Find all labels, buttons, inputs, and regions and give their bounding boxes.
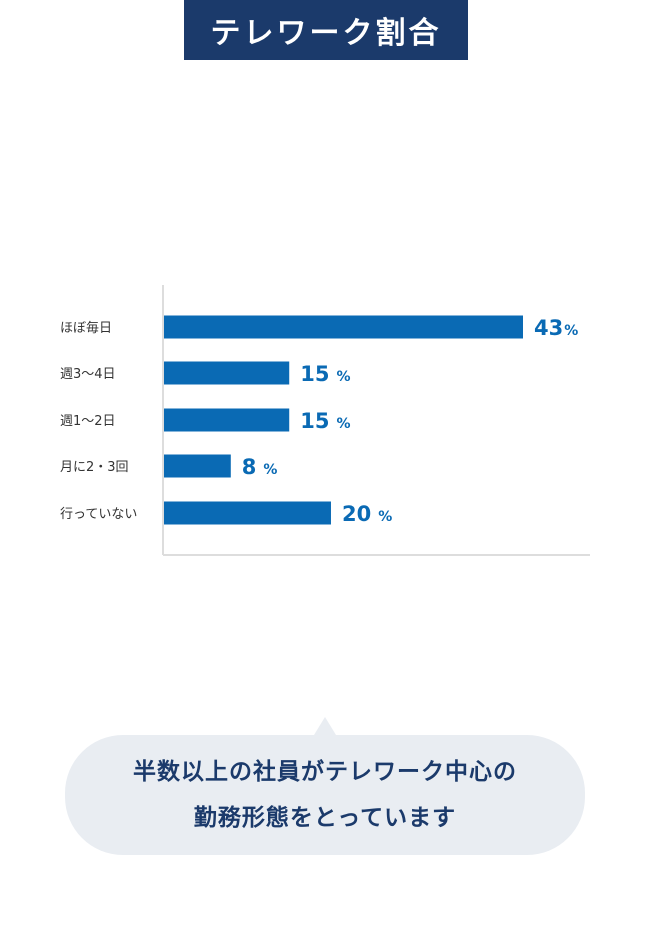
value-label-2: 15 <box>300 409 329 433</box>
value-label-1: 15 <box>300 362 329 386</box>
callout-line-2: 勤務形態をとっています <box>193 805 457 831</box>
summary-callout: 半数以上の社員がテレワーク中心の 勤務形態をとっています <box>65 735 585 855</box>
callout-pointer <box>314 717 336 735</box>
callout-line-1: 半数以上の社員がテレワーク中心の <box>133 759 517 785</box>
chart-title: テレワーク割合 <box>184 0 468 60</box>
value-label-3: 8 <box>242 455 257 479</box>
category-label-0: ほぼ毎日 <box>60 320 112 336</box>
bar-0 <box>164 315 523 339</box>
percent-sign-3: % <box>263 462 277 478</box>
value-label-4: 20 <box>342 502 371 526</box>
category-label-2: 週1〜2日 <box>60 414 116 429</box>
category-label-1: 週3〜4日 <box>60 367 116 382</box>
bar-3 <box>164 454 231 478</box>
bar-1 <box>164 361 290 385</box>
percent-sign-4: % <box>378 509 392 525</box>
category-label-3: 月に2・3回 <box>60 460 129 475</box>
category-label-4: 行っていない <box>60 507 137 522</box>
percent-sign-2: % <box>336 416 350 432</box>
percent-sign-1: % <box>336 369 350 385</box>
bar-2 <box>164 408 290 432</box>
bar-4 <box>164 501 331 525</box>
value-label-0: 43 <box>534 316 563 340</box>
percent-sign-0: % <box>564 323 578 339</box>
